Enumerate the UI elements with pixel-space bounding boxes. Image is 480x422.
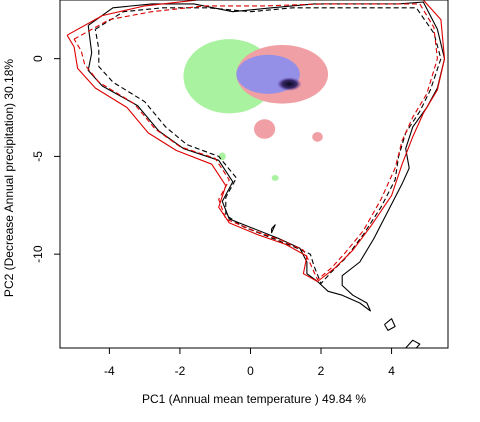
y-tick-label: -10 [31, 245, 45, 263]
plot-frame [59, 0, 449, 349]
contour-line-red-solid [66, 0, 446, 283]
y-axis: 0 -5 -10 [31, 55, 60, 263]
contour-line-red-dashed [73, 3, 438, 281]
density-region-green [271, 174, 279, 181]
x-tick-label: -4 [104, 364, 115, 378]
density-region-red [312, 131, 323, 142]
contour-line-black-solid [405, 339, 421, 348]
contour-line-black-solid [271, 224, 276, 234]
x-tick-label: 0 [247, 364, 254, 378]
contour-line-black-dashed [94, 7, 442, 285]
x-axis: -4 -2 0 2 4 [104, 348, 395, 378]
y-tick-label: 0 [31, 55, 45, 62]
density-region-red [254, 119, 276, 139]
density-region-dark_center [276, 77, 302, 91]
density-region-green [218, 152, 226, 161]
contour-line-black-solid [87, 1, 446, 312]
x-tick-label: -2 [175, 364, 186, 378]
x-tick-label: 4 [388, 364, 395, 378]
contour-line-black-solid [384, 318, 396, 331]
plot-area [66, 0, 446, 348]
x-tick-label: 2 [318, 364, 325, 378]
x-axis-title: PC1 (Annual mean temperature ) 49.84 % [142, 392, 366, 406]
y-axis-title: PC2 (Decrease Annual precipitation) 30.1… [2, 59, 16, 297]
y-tick-label: -5 [31, 151, 45, 162]
